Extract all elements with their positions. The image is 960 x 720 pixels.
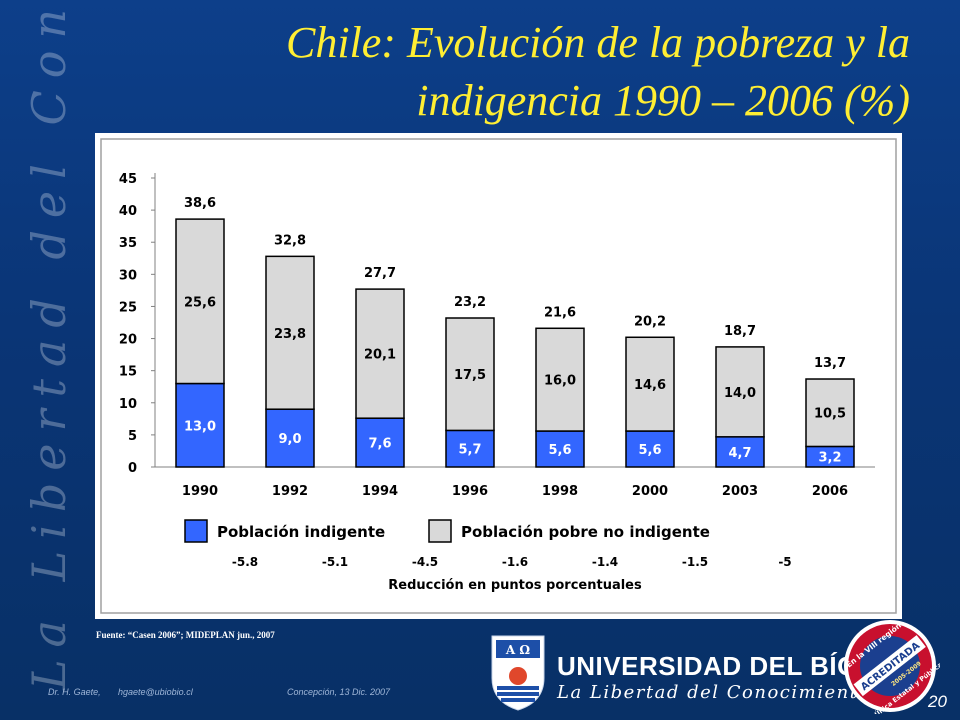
data-label-poor-non-indigent: 25,6 [184,295,216,310]
data-label-poor-non-indigent: 20,1 [364,348,396,363]
footer-email: hgaete@ubiobio.cl [118,687,193,697]
bar-poor-non-indigent [625,336,675,432]
data-label-indigent: 3,2 [818,451,841,466]
footer-place-date: Concepción, 13 Dic. 2007 [287,687,391,697]
y-tick-label: 40 [119,204,137,219]
bar-indigent [265,408,315,468]
y-tick-label: 35 [119,236,137,251]
data-label-poor-non-indigent: 17,5 [454,368,486,383]
total-label: 21,6 [544,305,576,320]
total-label: 18,7 [724,324,756,339]
x-tick-label: 1994 [362,484,398,499]
accreditation-badge: En la VIII región ACREDITADA 2005-2009 Ú… [844,620,940,714]
bar-poor-non-indigent [175,218,225,385]
reduction-value: -1.5 [682,555,708,569]
reduction-value: -4.5 [412,555,438,569]
x-tick-label: 2003 [722,484,758,499]
bar-poor-non-indigent [535,327,585,432]
slide-title-line-2: indigencia 1990 – 2006 (%) [416,76,910,125]
x-tick-label: 1992 [272,484,308,499]
poverty-chart: 0 5 10 15 20 25 30 35 40 45 13,0 25,6 38,6 1990 9,0 23,… [100,138,897,614]
data-label-indigent: 13,0 [184,419,216,434]
total-label: 13,7 [814,356,846,371]
total-label: 27,7 [364,266,396,281]
vertical-watermark: La Libertad del Conocimiento [22,0,76,690]
reductions-label: Reducción en puntos porcentuales [388,578,642,593]
x-tick-label: 1996 [452,484,488,499]
bar-indigent [355,417,405,468]
legend-label-indigent: Población indigente [217,523,385,541]
slide-title-line-1: Chile: Evolución de la pobreza y la [285,18,910,67]
reduction-value: -5 [778,555,791,569]
chart-panel: 0 5 10 15 20 25 30 35 40 45 13,0 25,6 38,6 1990 9,0 23,… [95,133,902,619]
bar-poor-non-indigent [355,288,405,419]
crest-letters: A Ω [505,643,530,657]
total-label: 20,2 [634,314,666,329]
y-tick-label: 5 [128,429,137,444]
reduction-value: -1.4 [592,555,618,569]
source-note: Fuente: “Casen 2006”; MIDEPLAN jun., 200… [96,630,275,640]
slide-title: Chile: Evolución de la pobreza y la indi… [120,14,910,130]
y-tick-label: 20 [119,333,137,348]
data-label-indigent: 5,7 [458,443,481,458]
y-tick-label: 0 [128,461,137,476]
total-label: 32,8 [274,233,306,248]
x-tick-label: 2000 [632,484,668,499]
bar-indigent [625,430,675,468]
reduction-value: -1.6 [502,555,528,569]
y-tick-label: 30 [119,268,137,283]
bar-poor-non-indigent [265,255,315,410]
bar-poor-non-indigent [715,346,765,438]
legend-label-poor-non-indigent: Población pobre no indigente [461,523,710,541]
reduction-value: -5.1 [322,555,348,569]
data-label-poor-non-indigent: 16,0 [544,374,576,389]
data-label-indigent: 7,6 [368,437,391,452]
y-tick-label: 45 [119,172,137,187]
data-label-indigent: 9,0 [278,432,301,447]
x-tick-label: 2006 [812,484,848,499]
data-label-poor-non-indigent: 14,0 [724,386,756,401]
university-motto: La Libertad del Conocimiento [557,682,871,703]
total-label: 38,6 [184,196,216,211]
bar-indigent [715,436,765,468]
data-label-indigent: 5,6 [548,443,571,458]
data-label-poor-non-indigent: 10,5 [814,407,846,422]
data-label-indigent: 4,7 [728,446,751,461]
data-label-poor-non-indigent: 14,6 [634,378,666,393]
y-tick-label: 10 [119,397,137,412]
x-tick-label: 1998 [542,484,578,499]
legend-swatch-poor-non-indigent [428,519,452,543]
y-tick-label: 15 [119,365,137,380]
footer-author: Dr. H. Gaete, [48,687,101,697]
reduction-value: -5.8 [232,555,258,569]
total-label: 23,2 [454,295,486,310]
bar-indigent [535,430,585,468]
university-crest: A Ω [491,635,545,711]
legend-swatch-indigent [184,519,208,543]
bar-indigent [175,382,225,468]
data-label-indigent: 5,6 [638,443,661,458]
bar-poor-non-indigent [445,317,495,432]
bar-poor-non-indigent [805,378,855,448]
page-number: 20 [928,692,947,711]
chart-border [100,138,897,614]
x-tick-label: 1990 [182,484,218,499]
y-tick-label: 25 [119,300,137,315]
data-label-poor-non-indigent: 23,8 [274,327,306,342]
bar-indigent [445,429,495,468]
